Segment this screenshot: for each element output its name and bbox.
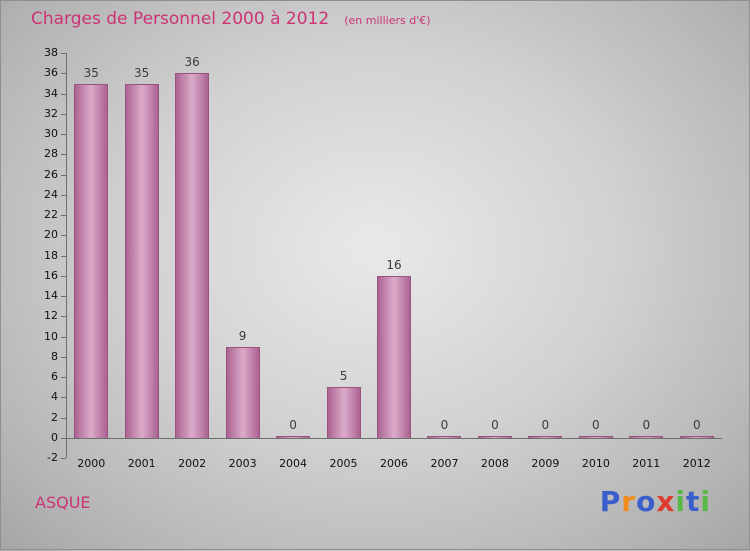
y-axis-tick [61,174,66,176]
y-axis-tick-label: 10 [44,329,58,343]
bar-value-label: 0 [491,417,499,432]
y-axis-tick [61,255,66,257]
bar-value-label: 35 [134,65,150,80]
x-axis-tick-label: 2007 [430,456,459,470]
x-axis-tick-label: 2010 [581,456,610,470]
y-axis-tick-label: 4 [51,390,58,404]
y-axis-tick [61,134,66,135]
y-axis-tick [61,458,66,459]
y-axis-tick-label: 22 [44,208,58,221]
y-axis-tick [61,417,66,419]
chart-title: Charges de Personnel 2000 à 2012 [31,9,330,29]
y-axis-tick [61,336,66,338]
y-axis-tick-label: 6 [51,370,58,383]
y-axis-tick [61,73,66,75]
y-axis-tick [61,397,66,399]
bar-value-label: 0 [541,417,550,432]
chart-header: Charges de Personnel 2000 à 2012 (en mil… [31,9,431,29]
chart-subtitle: (en milliers d'€) [344,14,431,27]
x-axis-line [66,437,722,439]
y-axis-tick [61,437,66,439]
bar [679,435,714,438]
x-axis-tick-label: 2004 [279,456,308,470]
y-axis-tick [61,53,66,54]
logo-letter: o [636,485,657,518]
bar [225,346,260,438]
y-axis-tick [61,275,66,277]
bar-value-label: 0 [440,417,449,432]
y-axis-tick-label: 36 [44,66,58,80]
x-axis-tick-label: 2002 [178,456,207,470]
x-axis-tick-label: 2011 [632,456,661,470]
y-axis-tick-label: 28 [44,147,58,161]
logo-letter: i [700,485,711,518]
y-axis-tick-label: 34 [44,86,58,100]
y-axis-tick-label: 12 [44,309,58,323]
y-axis-tick-label: 38 [44,46,58,59]
bar-value-label: 9 [238,328,247,343]
x-axis-tick-label: 2001 [127,456,156,470]
bar [326,386,361,438]
bar [427,435,462,438]
bar-value-label: 35 [83,65,99,80]
bar [528,435,563,438]
y-axis-tick [61,154,66,156]
x-axis-tick-label: 2000 [77,456,106,470]
y-axis-tick-label: 16 [44,268,58,282]
x-axis-tick-label: 2012 [682,456,711,470]
y-axis-tick [61,356,66,358]
y-axis-tick-label: 2 [51,410,58,424]
y-axis-tick [61,377,66,378]
company-name: ASQUE [35,493,91,512]
y-axis-tick-label: 0 [51,430,58,444]
bar-value-label: 16 [386,257,402,272]
x-axis-tick-label: 2006 [380,456,408,470]
y-axis-tick [61,215,66,216]
bar [477,435,512,438]
bar-value-label: 0 [592,417,600,432]
bar-value-label: 0 [642,417,651,432]
y-axis-tick [61,235,66,237]
logo-letter: t [686,485,701,518]
bar [124,83,159,438]
proxiti-logo: Proxiti [600,485,711,518]
logo-letter: P [599,485,622,518]
y-axis-tick [61,194,66,196]
bar [175,72,210,438]
logo-letter: i [675,485,686,518]
y-axis-tick-label: 24 [44,187,58,201]
bar-value-label: 0 [692,417,701,432]
y-axis-tick [61,316,66,318]
y-axis-tick-label: 32 [44,106,58,120]
y-axis-line [66,53,67,458]
y-axis-tick [61,296,66,297]
y-axis-tick-label: 26 [44,167,58,181]
bar [276,435,311,438]
bar-value-label: 36 [184,54,200,69]
y-axis-tick-label: 20 [44,228,58,242]
x-axis-tick-label: 2009 [531,456,560,470]
bar [74,83,109,438]
y-axis-tick [61,93,66,95]
bar [629,435,664,438]
y-axis-tick-label: -2 [47,451,58,464]
x-axis-tick-label: 2003 [228,456,257,470]
bar-value-label: 5 [339,368,348,383]
y-axis-tick-label: 30 [44,127,58,140]
bar [377,275,411,438]
y-axis-tick-label: 8 [51,349,58,363]
y-axis-tick [61,113,66,115]
logo-letter: x [656,485,676,518]
x-axis-tick-label: 2005 [329,456,358,470]
x-axis-tick-label: 2008 [480,456,509,470]
y-axis-tick-label: 18 [44,248,58,262]
bar [578,435,613,438]
logo-letter: r [621,485,637,518]
y-axis-tick-label: 14 [44,289,58,302]
bar-value-label: 0 [289,417,297,432]
